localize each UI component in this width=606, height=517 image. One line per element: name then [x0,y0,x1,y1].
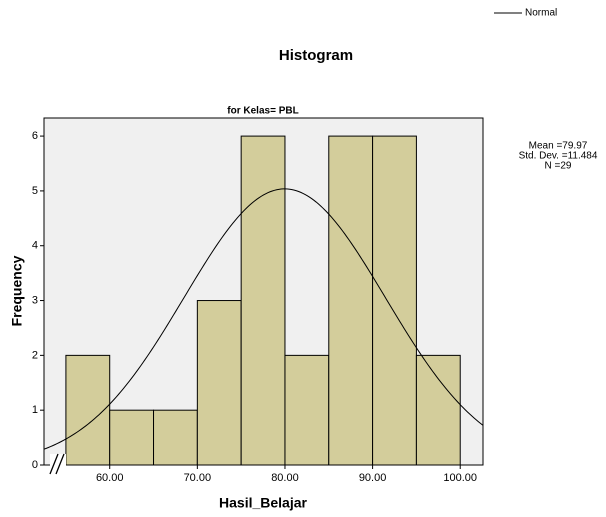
chart-title: Histogram [279,47,353,64]
y-axis-label: Frequency [9,255,25,326]
bar [65,354,111,466]
y-tick-label: 0 [32,459,38,471]
y-tick-label: 1 [32,404,38,416]
x-tick-label: 60.00 [96,472,124,484]
x-tick-label: 80.00 [271,472,299,484]
y-tick-label: 6 [32,130,38,142]
bar [196,300,242,466]
stat-label: N =29 [545,161,572,172]
stat-label: Std. Dev. =11.484 [519,151,598,162]
y-tick-label: 5 [32,185,38,197]
x-tick-label: 90.00 [359,472,387,484]
axis-break [49,453,65,475]
chart-subtitle: for Kelas= PBL [227,106,298,117]
bar [240,135,286,466]
x-tick-label: 70.00 [184,472,212,484]
bar [109,409,155,466]
stat-label: Mean =79.97 [529,141,588,152]
bar [415,354,461,466]
bar [284,354,330,466]
x-axis-label: Hasil_Belajar [219,495,307,511]
bar [372,135,417,466]
y-tick-label: 3 [32,294,38,306]
bar [328,135,374,466]
bar [153,409,198,466]
legend-label: Normal [525,8,557,19]
normal-curve [43,188,484,450]
y-tick-label: 4 [32,240,38,252]
y-tick-label: 2 [32,349,38,361]
x-tick-label: 100.00 [443,472,477,484]
